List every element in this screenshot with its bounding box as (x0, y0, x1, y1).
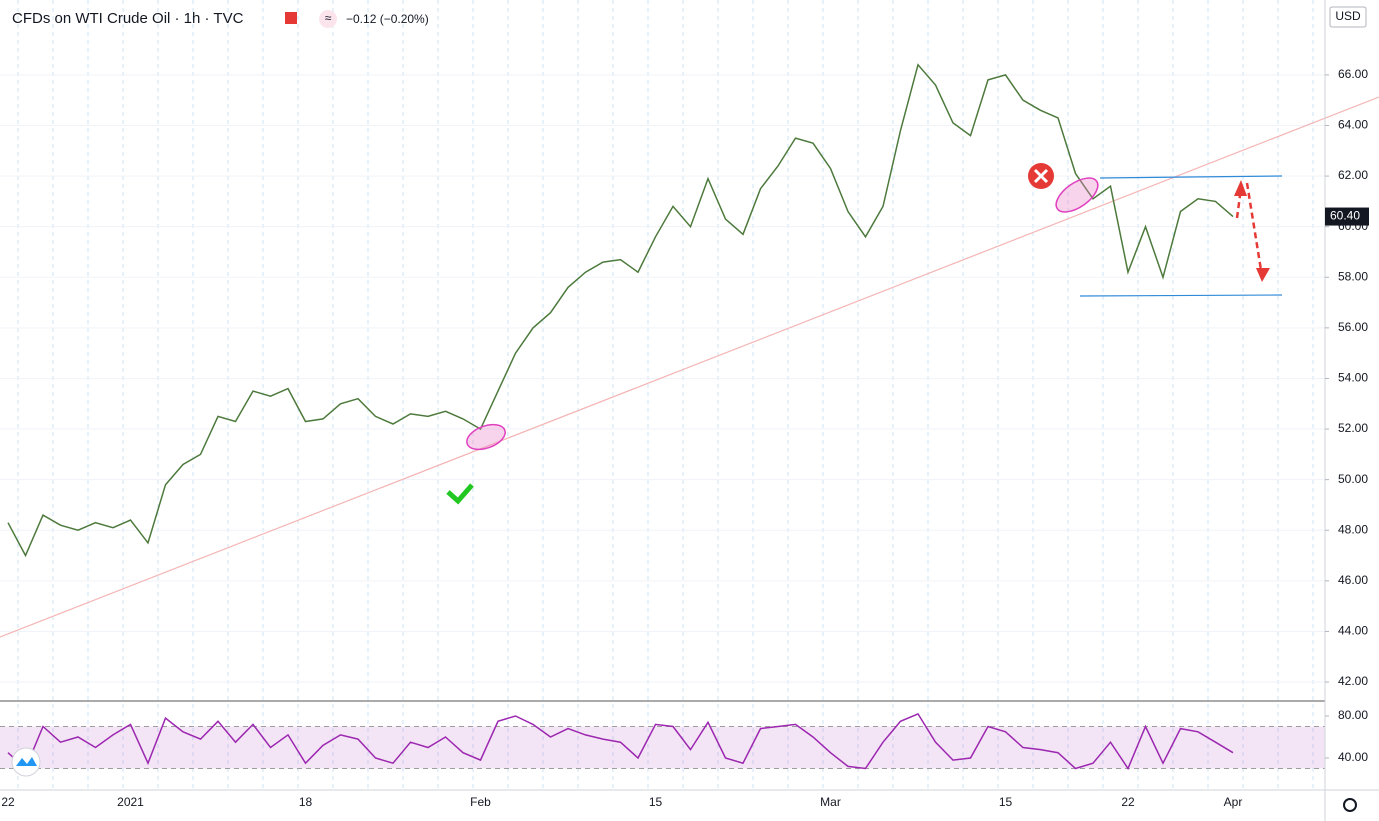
currency: USD (1335, 9, 1361, 23)
x-tick-label: 18 (299, 795, 313, 809)
rsi-band (0, 726, 1325, 769)
series-line (7, 712, 1234, 771)
y2-tick-label: 40.00 (1338, 750, 1368, 764)
channel-bottom (1079, 294, 1283, 297)
x-tick-label: 15 (999, 795, 1013, 809)
vertical-grid (17, 0, 1314, 790)
axis-labels: 42.00 44.00 46.00 48.00 50.00 52.00 54.00 56.00… (1, 67, 1369, 809)
y-tick-label: 52.00 (1338, 421, 1368, 435)
chart-title: CFDs on WTI Crude Oil · 1h · TVC (12, 10, 244, 27)
y-tick-label: 42.00 (1338, 674, 1368, 688)
logo-mark (16, 757, 37, 766)
y2-tick-label: 80.00 (1338, 708, 1368, 722)
price-change: −0.12 (−0.20%) (346, 12, 429, 26)
x-tick-label: Mar (820, 795, 841, 809)
y-tick-label: 44.00 (1338, 624, 1368, 638)
highlight-ellipse (1055, 177, 1099, 213)
highlight-ellipse (466, 423, 506, 451)
cross-mark (1033, 168, 1049, 184)
flag-icon (285, 12, 297, 24)
y-tick-label: 50.00 (1338, 472, 1368, 486)
plot (0, 63, 1325, 771)
currency-box (1329, 6, 1367, 28)
horizontal-grid (0, 74, 1325, 683)
compare-symbol: ≈ (325, 11, 332, 25)
channel-top (1099, 175, 1283, 179)
y-tick-label: 66.00 (1338, 67, 1368, 81)
y-tick-label: 46.00 (1338, 573, 1368, 587)
x-tick-label: 15 (649, 795, 663, 809)
arrow-head (1234, 180, 1270, 282)
x-tick-label: 22 (1, 795, 15, 809)
x-tick-label: Apr (1224, 795, 1243, 809)
last-price-box (1325, 207, 1369, 226)
series-line (7, 63, 1234, 558)
settings-icon[interactable] (1343, 798, 1357, 812)
x-tick-label: 2021 (117, 795, 144, 809)
y-tick-label: 64.00 (1338, 118, 1368, 132)
check-icon (446, 483, 474, 505)
trend-line (0, 96, 1379, 638)
y-tick-label: 62.00 (1338, 168, 1368, 182)
x-tick-label: Feb (470, 795, 491, 809)
y-tick-label: 58.00 (1338, 269, 1368, 283)
logo (11, 747, 41, 777)
y-tick-label: 48.00 (1338, 522, 1368, 536)
last-price: 60.40 (1330, 209, 1360, 223)
compare-icon (319, 10, 337, 28)
y-tick-label: 56.00 (1338, 320, 1368, 334)
y-tick-label: 54.00 (1338, 371, 1368, 385)
x-tick-label: 22 (1121, 795, 1135, 809)
